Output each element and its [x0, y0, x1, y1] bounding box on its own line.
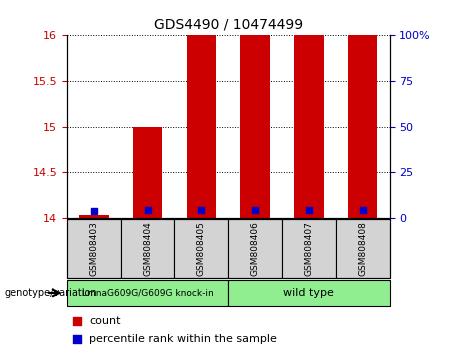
- Title: GDS4490 / 10474499: GDS4490 / 10474499: [154, 17, 303, 32]
- Point: [251, 207, 259, 213]
- Text: GSM808408: GSM808408: [358, 221, 367, 276]
- Bar: [282, 219, 336, 278]
- Bar: [174, 219, 228, 278]
- Text: GSM808405: GSM808405: [197, 221, 206, 276]
- Bar: [67, 280, 228, 306]
- Point: [73, 319, 80, 324]
- Bar: [294, 35, 324, 218]
- Bar: [348, 35, 378, 218]
- Point: [90, 209, 97, 214]
- Bar: [187, 35, 216, 218]
- Text: percentile rank within the sample: percentile rank within the sample: [89, 334, 278, 344]
- Bar: [228, 219, 282, 278]
- Point: [359, 207, 366, 213]
- Text: count: count: [89, 316, 121, 326]
- Point: [198, 207, 205, 212]
- Text: LmnaG609G/G609G knock-in: LmnaG609G/G609G knock-in: [82, 289, 213, 297]
- Bar: [67, 219, 121, 278]
- Text: GSM808407: GSM808407: [304, 221, 313, 276]
- Text: GSM808404: GSM808404: [143, 221, 152, 276]
- Text: wild type: wild type: [284, 288, 334, 298]
- Bar: [79, 215, 108, 218]
- Point: [305, 207, 313, 213]
- Bar: [240, 35, 270, 218]
- Text: genotype/variation: genotype/variation: [5, 288, 97, 298]
- Bar: [336, 219, 390, 278]
- Text: GSM808406: GSM808406: [251, 221, 260, 276]
- Bar: [121, 219, 174, 278]
- Bar: [228, 280, 390, 306]
- Bar: [133, 127, 162, 218]
- Point: [144, 207, 151, 213]
- Point: [73, 336, 80, 342]
- Text: GSM808403: GSM808403: [89, 221, 98, 276]
